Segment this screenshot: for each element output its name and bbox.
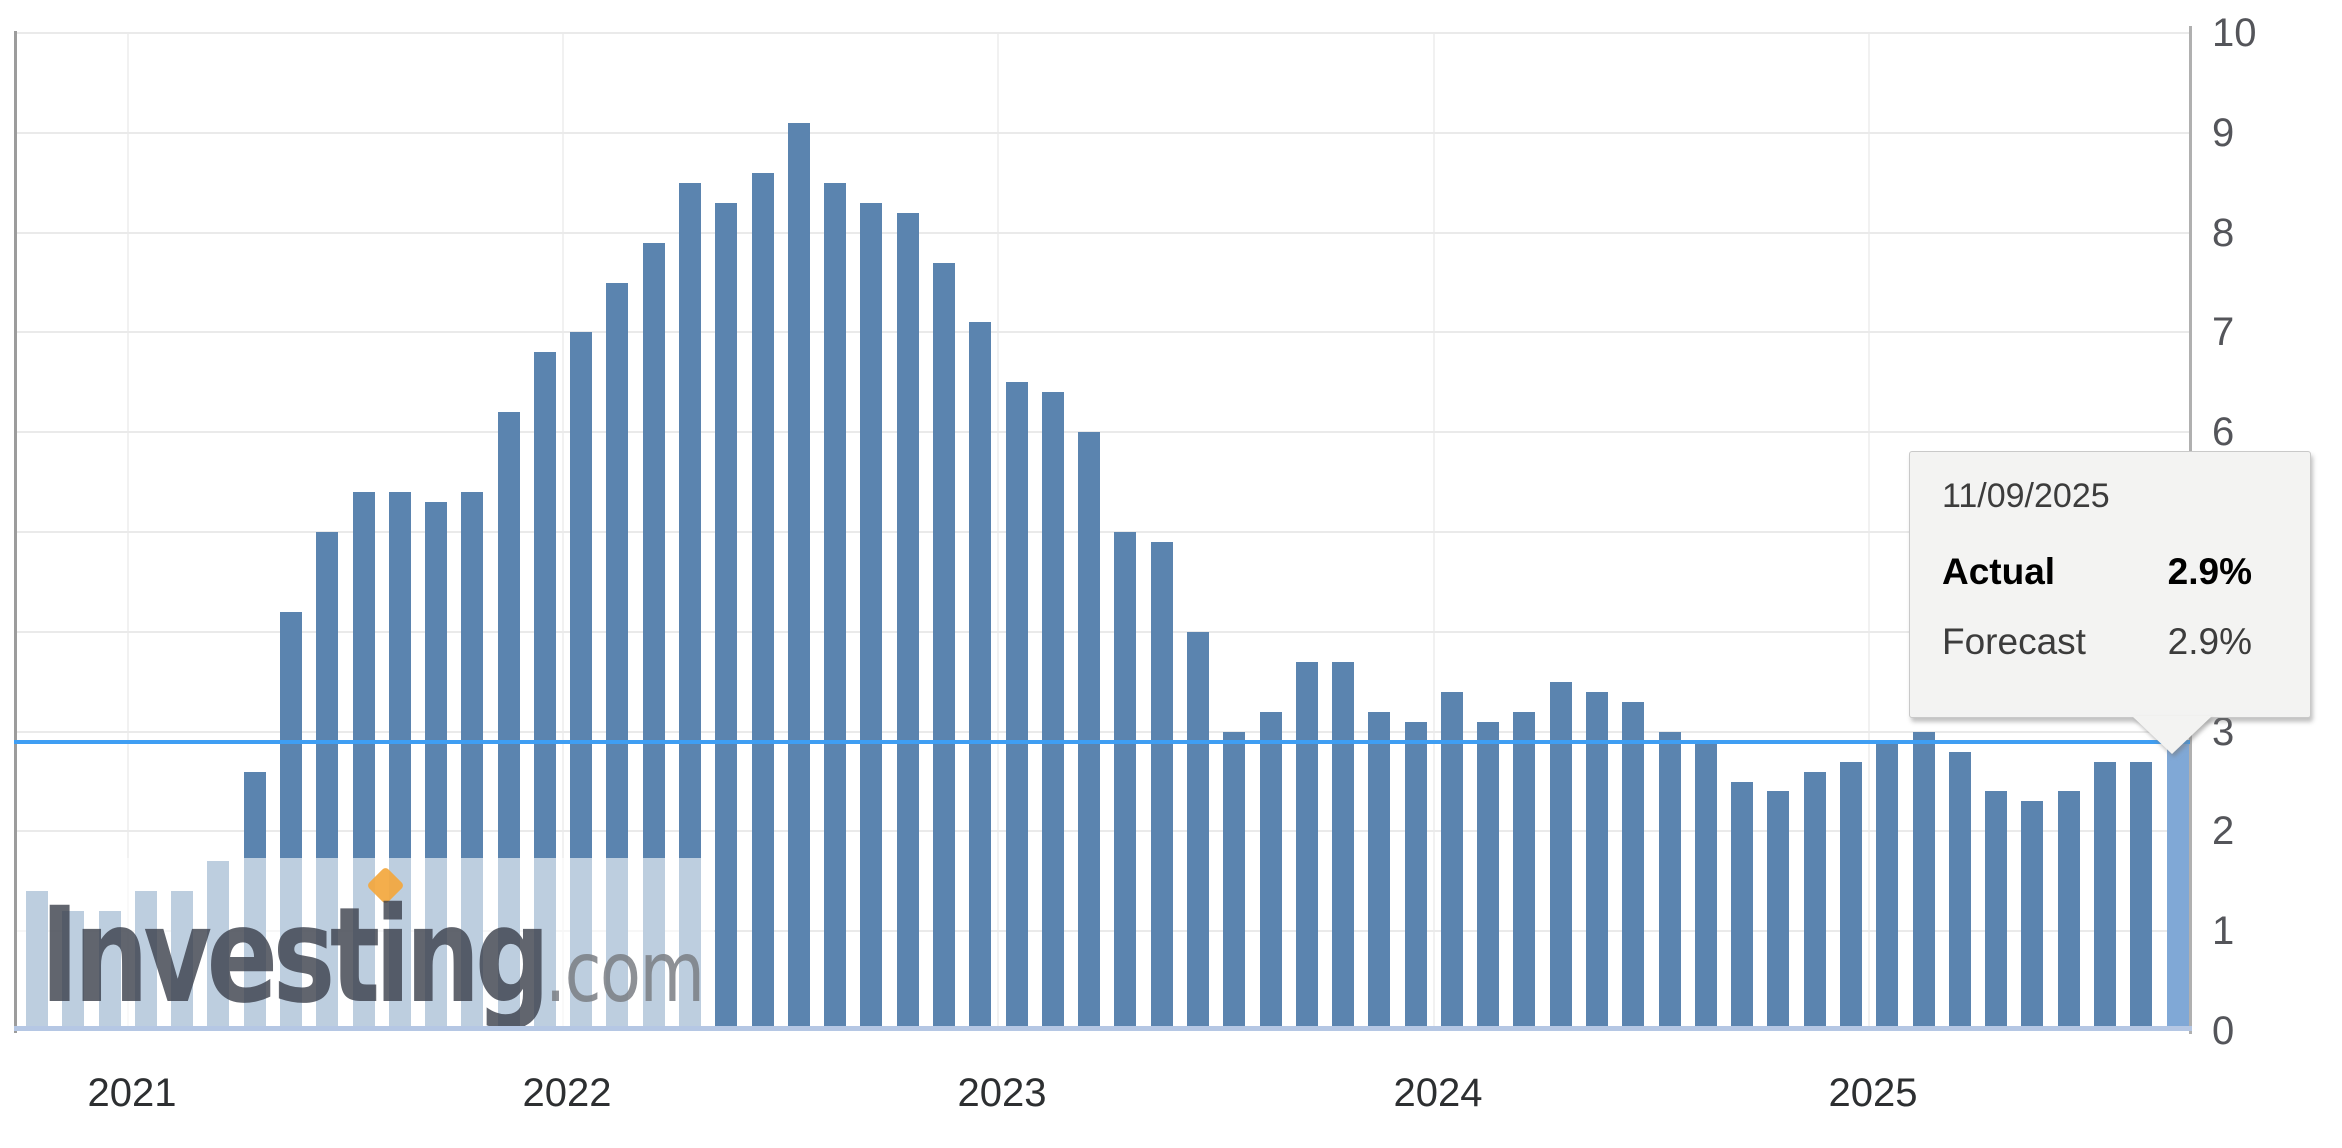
bar-2025-04[interactable] [1985, 791, 2007, 1031]
bar-2024-05[interactable] [1586, 692, 1608, 1031]
y-axis-label-6: 6 [2212, 410, 2235, 454]
tooltip-actual-label: Actual [1942, 551, 2056, 592]
tooltip-forecast-value: 2.9% [2167, 621, 2252, 662]
plot-left-border [14, 31, 17, 1033]
bar-2024-11[interactable] [1804, 772, 1826, 1031]
gridline-y-5 [14, 531, 2190, 533]
gridline-y-3 [14, 731, 2190, 733]
x-axis-label-2021: 2021 [87, 1071, 177, 1115]
gridline-y-9 [14, 132, 2190, 134]
watermark-backdrop [16, 858, 714, 1031]
gridline-y-1 [14, 930, 2190, 932]
gridline-y-2 [14, 830, 2190, 832]
bar-2022-05[interactable] [715, 203, 737, 1031]
tooltip-forecast-row: Forecast 2.9% [1942, 620, 2252, 664]
tooltip: 11/09/2025 Actual 2.9% Forecast 2.9% [1909, 451, 2311, 718]
bar-2023-04[interactable] [1114, 532, 1136, 1031]
current-value-line [14, 740, 2190, 744]
x-axis-label-2022: 2022 [522, 1071, 612, 1115]
bar-2023-01[interactable] [1006, 382, 1028, 1031]
y-axis-label-7: 7 [2212, 310, 2235, 354]
bar-2025-07[interactable] [2094, 762, 2116, 1031]
bar-2023-12[interactable] [1405, 722, 1427, 1031]
y-axis-label-0: 0 [2212, 1009, 2235, 1053]
bar-2022-11[interactable] [933, 263, 955, 1031]
bar-2023-11[interactable] [1368, 712, 1390, 1031]
bar-2025-01[interactable] [1876, 742, 1898, 1031]
y-axis-label-8: 8 [2212, 211, 2235, 255]
bar-2024-03[interactable] [1513, 712, 1535, 1031]
y-axis-label-3: 3 [2212, 710, 2235, 754]
gridline-y-8 [14, 232, 2190, 234]
bar-2025-02[interactable] [1913, 732, 1935, 1031]
bar-2024-10[interactable] [1767, 791, 1789, 1031]
bar-2024-01[interactable] [1441, 692, 1463, 1031]
bar-2022-01[interactable] [570, 332, 592, 1031]
bar-2022-08[interactable] [824, 183, 846, 1031]
tooltip-caret [2132, 716, 2212, 754]
tooltip-actual-value: 2.9% [2167, 551, 2252, 592]
bar-2022-06[interactable] [752, 173, 774, 1031]
bar-2024-07[interactable] [1659, 732, 1681, 1031]
bar-2025-08[interactable] [2130, 762, 2152, 1031]
bar-2025-09[interactable] [2167, 742, 2189, 1031]
bar-2023-07[interactable] [1223, 732, 1245, 1031]
bar-2024-06[interactable] [1622, 702, 1644, 1031]
watermark-brand-text: Investing [40, 879, 550, 1033]
x-axis-label-2025: 2025 [1828, 1071, 1918, 1115]
tooltip-date: 11/09/2025 [1942, 477, 2110, 515]
bar-2024-08[interactable] [1695, 742, 1717, 1031]
bar-2023-10[interactable] [1332, 662, 1354, 1031]
bar-2025-03[interactable] [1949, 752, 1971, 1031]
bar-2023-06[interactable] [1187, 632, 1209, 1031]
bar-2022-02[interactable] [606, 283, 628, 1031]
x-axis-label-2023: 2023 [957, 1071, 1047, 1115]
gridline-y-10 [14, 32, 2190, 34]
gridline-y-7 [14, 331, 2190, 333]
gridline-y-6 [14, 431, 2190, 433]
bar-2025-05[interactable] [2021, 801, 2043, 1031]
watermark-brand-suffix: .com [544, 923, 705, 1021]
y-axis-label-9: 9 [2212, 111, 2235, 155]
bar-2024-12[interactable] [1840, 762, 1862, 1031]
bar-2022-07[interactable] [788, 123, 810, 1031]
bar-2024-09[interactable] [1731, 782, 1753, 1031]
y-axis-label-10: 10 [2212, 11, 2257, 55]
bar-2023-02[interactable] [1042, 392, 1064, 1031]
bar-2024-02[interactable] [1477, 722, 1499, 1031]
bar-2023-03[interactable] [1078, 432, 1100, 1031]
x-axis-line [14, 1026, 2192, 1031]
bar-2022-04[interactable] [679, 183, 701, 1031]
y-axis-label-2: 2 [2212, 809, 2235, 853]
tooltip-actual-row: Actual 2.9% [1942, 550, 2252, 594]
bar-2022-12[interactable] [969, 322, 991, 1031]
bar-2023-08[interactable] [1260, 712, 1282, 1031]
watermark-logo: Investing .com [40, 879, 705, 1033]
y-axis-label-1: 1 [2212, 909, 2235, 953]
bar-2025-06[interactable] [2058, 791, 2080, 1031]
bar-2024-04[interactable] [1550, 682, 1572, 1031]
bar-2022-10[interactable] [897, 213, 919, 1031]
x-axis-label-2024: 2024 [1393, 1071, 1483, 1115]
bar-2022-03[interactable] [643, 243, 665, 1031]
tooltip-forecast-label: Forecast [1942, 621, 2086, 662]
bar-2022-09[interactable] [860, 203, 882, 1031]
bar-2023-09[interactable] [1296, 662, 1318, 1031]
gridline-y-4 [14, 631, 2190, 633]
bar-2023-05[interactable] [1151, 542, 1173, 1031]
